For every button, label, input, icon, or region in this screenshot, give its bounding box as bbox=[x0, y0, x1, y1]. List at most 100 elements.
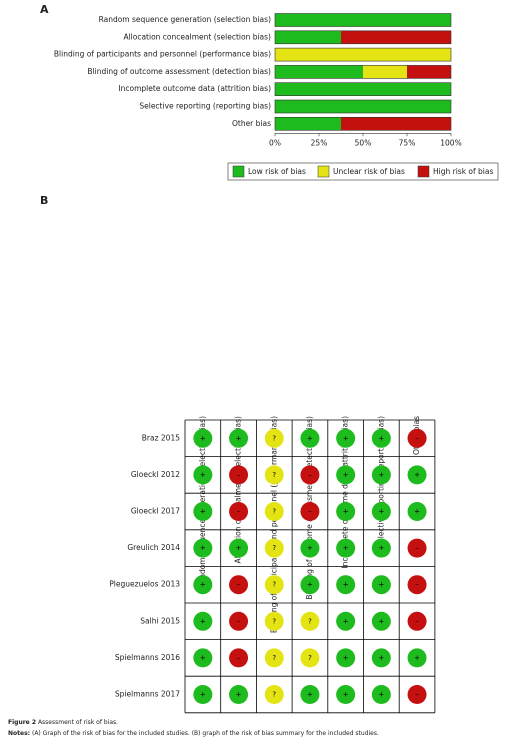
study-label: Gloeckl 2012 bbox=[131, 470, 180, 479]
study-label: Greulich 2014 bbox=[127, 543, 180, 552]
rating-circle bbox=[193, 465, 213, 485]
rating-circle bbox=[229, 575, 249, 595]
rating-symbol: ? bbox=[308, 617, 312, 625]
rating-circle bbox=[264, 575, 284, 595]
rating-symbol: + bbox=[236, 544, 242, 552]
bar-segment bbox=[275, 30, 341, 44]
legend-swatch bbox=[317, 165, 330, 178]
caption-text: Assessment of risk of bias. bbox=[38, 719, 118, 726]
rating-circle bbox=[371, 648, 391, 668]
rating-circle bbox=[264, 648, 284, 668]
rating-circle bbox=[336, 575, 356, 595]
study-label: Gloeckl 2017 bbox=[131, 507, 180, 516]
rating-symbol: – bbox=[415, 581, 419, 589]
category-label: Selective reporting (reporting bias) bbox=[139, 102, 271, 111]
rating-circle bbox=[371, 502, 391, 521]
rating-symbol: + bbox=[414, 654, 420, 662]
rating-symbol: + bbox=[343, 434, 349, 442]
rating-symbol: – bbox=[415, 691, 419, 699]
rating-circle bbox=[300, 538, 320, 558]
rating-circle bbox=[193, 538, 213, 558]
rating-symbol: + bbox=[378, 471, 384, 479]
category-label: Incomplete outcome data (attrition bias) bbox=[118, 84, 271, 93]
rating-circle bbox=[300, 611, 320, 631]
rating-symbol: + bbox=[378, 581, 384, 589]
bar-segment bbox=[407, 65, 451, 79]
rating-circle bbox=[336, 538, 356, 558]
rating-circle bbox=[193, 611, 213, 631]
rating-circle bbox=[336, 685, 356, 704]
legend-swatch bbox=[232, 165, 245, 178]
bar-segment bbox=[341, 117, 451, 131]
bar-outline bbox=[274, 99, 452, 114]
rating-symbol: – bbox=[415, 544, 419, 552]
category-label: Random sequence generation (selection bi… bbox=[99, 15, 272, 24]
caption-label: Figure 2 bbox=[8, 719, 36, 726]
bar-outline bbox=[274, 65, 452, 79]
study-label: Spielmanns 2016 bbox=[115, 653, 180, 662]
rating-circle bbox=[336, 502, 356, 521]
panel-label: B bbox=[40, 194, 48, 207]
bar-outline bbox=[274, 82, 452, 96]
rating-symbol: ? bbox=[272, 508, 276, 516]
category-label: Blinding of participants and personnel (… bbox=[54, 50, 271, 59]
rating-circle bbox=[193, 428, 213, 448]
panel-label: A bbox=[40, 3, 49, 16]
rating-symbol: + bbox=[200, 581, 206, 589]
rating-circle bbox=[229, 538, 249, 558]
category-label: Allocation concealment (selection bias) bbox=[123, 32, 271, 41]
rating-symbol: ? bbox=[272, 654, 276, 662]
rating-symbol: + bbox=[378, 654, 384, 662]
bar-segment bbox=[363, 65, 407, 79]
domain-label: Incomplete outcome data (attrition bias) bbox=[341, 416, 350, 569]
rating-symbol: + bbox=[200, 654, 206, 662]
notes: Notes: (A) Graph of the risk of bias for… bbox=[8, 730, 379, 737]
rating-symbol: ? bbox=[272, 544, 276, 552]
rating-circle bbox=[264, 502, 284, 521]
rating-circle bbox=[407, 465, 427, 485]
bar-segment bbox=[275, 82, 451, 96]
x-tick-label: 25% bbox=[311, 138, 328, 147]
bar-outline bbox=[274, 117, 452, 131]
notes-label: Notes: bbox=[8, 730, 30, 737]
x-tick-label: 75% bbox=[399, 138, 416, 147]
rating-symbol: + bbox=[307, 581, 313, 589]
rating-circle bbox=[371, 611, 391, 631]
rating-symbol: + bbox=[200, 508, 206, 516]
rating-circle bbox=[407, 428, 427, 448]
category-label: Blinding of outcome assessment (detectio… bbox=[87, 67, 271, 76]
rating-symbol: – bbox=[237, 508, 241, 516]
rating-circle bbox=[371, 685, 391, 704]
rating-circle bbox=[336, 428, 356, 448]
rating-circle bbox=[193, 648, 213, 668]
rating-circle bbox=[407, 648, 427, 668]
rating-circle bbox=[229, 465, 249, 485]
study-label: Spielmanns 2017 bbox=[115, 690, 180, 699]
rating-symbol: + bbox=[378, 434, 384, 442]
rating-circle bbox=[229, 611, 249, 631]
rating-circle bbox=[336, 648, 356, 668]
rating-circle bbox=[229, 428, 249, 448]
rating-symbol: + bbox=[200, 617, 206, 625]
category-label: Other bias bbox=[232, 119, 271, 128]
bar-outline bbox=[274, 30, 452, 45]
rating-circle bbox=[264, 465, 284, 485]
rating-symbol: + bbox=[343, 471, 349, 479]
caption: Figure 2 Assessment of risk of bias. bbox=[8, 719, 118, 726]
rating-circle bbox=[407, 538, 427, 558]
rating-circle bbox=[229, 685, 249, 704]
bar-segment bbox=[275, 13, 451, 27]
legend-label: Low risk of bias bbox=[248, 167, 306, 176]
rating-circle bbox=[371, 465, 391, 485]
rating-symbol: + bbox=[378, 617, 384, 625]
legend-label: Unclear risk of bias bbox=[333, 167, 405, 176]
x-tick-label: 100% bbox=[440, 138, 461, 147]
bar-outline bbox=[274, 13, 452, 27]
rating-symbol: + bbox=[343, 508, 349, 516]
rating-symbol: + bbox=[200, 471, 206, 479]
rating-symbol: + bbox=[307, 434, 313, 442]
rating-symbol: – bbox=[237, 654, 241, 662]
bar-segment bbox=[275, 100, 451, 113]
rating-circle bbox=[336, 465, 356, 485]
study-label: Salhi 2015 bbox=[140, 616, 180, 625]
